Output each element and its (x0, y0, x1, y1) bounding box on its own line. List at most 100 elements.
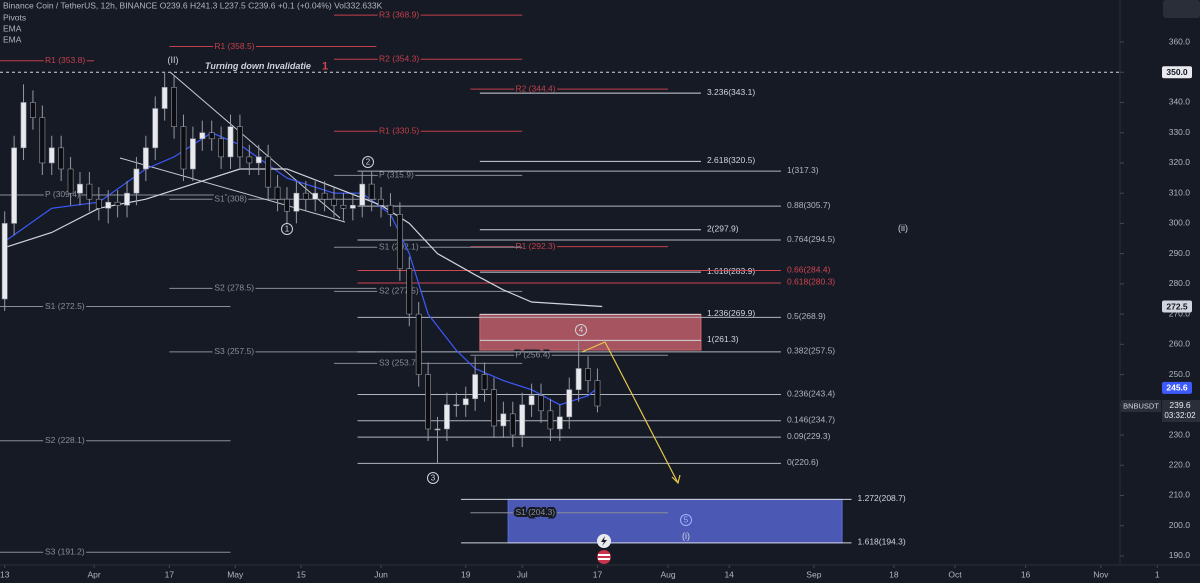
annotation: Turning down Invalidatie (205, 61, 311, 71)
pivot-label: P (256.4) (515, 349, 550, 359)
candle-body (556, 416, 563, 430)
candle-body (30, 102, 36, 118)
candle-body (519, 404, 526, 436)
candle-body (199, 132, 206, 140)
last-price: 239.6 (1169, 400, 1191, 410)
series (4, 132, 603, 406)
y-tick-label: 280.0 (1169, 278, 1191, 288)
y-tick-label: 300.0 (1169, 218, 1191, 228)
toolbar-button[interactable] (1163, 0, 1200, 18)
candle-body (585, 368, 591, 381)
pivot-label: S1 (204.3) (515, 507, 555, 517)
candle-body (462, 398, 469, 406)
candle-body (434, 428, 441, 431)
candle-body (1, 223, 8, 300)
flag-stripe (598, 558, 610, 560)
candle-body (547, 410, 554, 430)
candle-body (124, 192, 130, 206)
candle-body (208, 132, 215, 140)
annotation: 1 (322, 60, 328, 72)
zone (507, 498, 843, 544)
candle-body (114, 201, 121, 206)
fib-label: 0.146(234.7) (787, 415, 835, 425)
candle-body (538, 395, 544, 412)
y-tick-label: 320.0 (1169, 157, 1191, 167)
countdown: 03:32:02 (1164, 411, 1196, 420)
pivot-label: R2 (344.4) (515, 83, 555, 93)
candle-body (331, 198, 337, 206)
fib-label: 1(261.3) (707, 334, 739, 344)
axes: 190.0200.0210.0220.0230.0240.0250.0260.0… (0, 36, 1200, 579)
candle-body (528, 395, 535, 406)
y-tick-label: 290.0 (1169, 248, 1191, 258)
hline-badge-bg (1162, 66, 1192, 79)
candle-body (396, 214, 403, 270)
candle-body (368, 183, 375, 200)
trend-line (169, 71, 341, 219)
fib-label: 0.618(280.3) (787, 277, 835, 287)
x-tick-label: Oct (948, 569, 962, 579)
candle-body (500, 413, 507, 427)
annotation: 2 (366, 158, 371, 167)
fib-label: 0.236(243.4) (787, 388, 835, 398)
wave-circle (680, 514, 692, 526)
candle-body (95, 198, 102, 209)
levels: R3 (368.9) R1 (358.5) R2 (354.3) R1 (353.8)… (0, 7, 1120, 559)
candle-body (142, 147, 149, 170)
candle-body (312, 192, 319, 200)
x-tick-label: 18 (889, 569, 899, 579)
symbol-badge-bg (1121, 399, 1161, 412)
annotations: (II) Turning down Invalidatie 1 2 1 3 4 5 (i) (ii… (168, 55, 909, 541)
symbol-badge: BNBUSDT (1123, 401, 1159, 410)
candle-body (293, 192, 300, 212)
x-tick-label: Aug (660, 569, 675, 579)
fib-label: 0.764(294.5) (787, 234, 835, 244)
candle-body (444, 404, 450, 430)
y-tick-label: 340.0 (1169, 97, 1191, 107)
ema-badge: 272.5 (1166, 301, 1188, 311)
x-tick-label: 19 (461, 569, 471, 579)
candle-body (11, 147, 18, 224)
y-tick-label: 310.0 (1169, 187, 1191, 197)
arrow-head (671, 474, 681, 485)
zone (479, 313, 702, 351)
fib-label: 0.382(257.5) (787, 346, 835, 356)
candle-body (227, 126, 234, 158)
y-tick-label: 360.0 (1169, 36, 1191, 46)
candle-body (58, 147, 65, 170)
candle-body (86, 183, 93, 200)
ema-badge: 245.6 (1166, 383, 1188, 393)
candle-body (425, 374, 431, 430)
candle-body (265, 156, 272, 188)
x-tick-label: 14 (724, 569, 734, 579)
hline-badge: 350.0 (1166, 67, 1188, 77)
x-tick-label: May (227, 569, 244, 579)
candle-body (161, 87, 168, 109)
annotation: 5 (684, 516, 689, 525)
x-tick-label: Sep (806, 569, 821, 579)
candle-body (39, 117, 46, 164)
candle-body (575, 368, 582, 390)
x-tick-label: 17 (593, 569, 603, 579)
y-tick-label: 260.0 (1169, 339, 1191, 349)
pivot-label: P (309.4) (45, 189, 80, 199)
annotation: (II) (168, 55, 179, 65)
fib-label: 1.236(269.9) (707, 308, 755, 318)
y-tick-label: 200.0 (1169, 520, 1191, 530)
legend-entry: EMA (3, 34, 22, 44)
fib-label: 2.618(320.5) (707, 155, 755, 165)
candle-body (406, 268, 413, 315)
candle-body (453, 404, 460, 407)
annotation: 1 (285, 225, 290, 234)
fib-label: 1(317.3) (787, 165, 819, 175)
candle-body (133, 168, 140, 194)
pivot-label: S3 (191.2) (45, 547, 85, 557)
legend-entry: Pivots (3, 12, 26, 22)
x-tick-label: 1 (1155, 569, 1160, 579)
pivot-label: R1 (358.5) (214, 41, 254, 51)
ema-line (4, 168, 603, 308)
flag-stripe (598, 554, 610, 556)
last-price-bg (1162, 399, 1200, 422)
